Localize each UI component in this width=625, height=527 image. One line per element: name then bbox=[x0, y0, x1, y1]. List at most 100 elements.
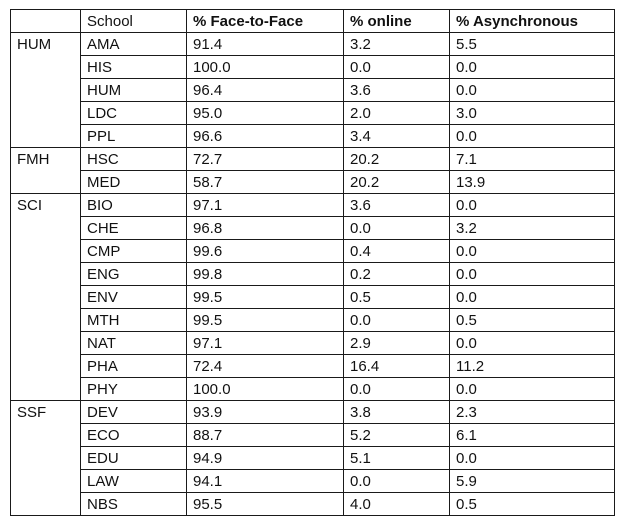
header-online: % online bbox=[343, 9, 450, 33]
faculty-cell bbox=[10, 331, 81, 355]
faculty-cell bbox=[10, 262, 81, 286]
school-cell: HSC bbox=[80, 147, 187, 171]
faculty-cell bbox=[10, 354, 81, 378]
face-to-face-cell: 58.7 bbox=[186, 170, 344, 194]
asynchronous-cell: 0.5 bbox=[449, 308, 615, 332]
faculty-cell bbox=[10, 308, 81, 332]
asynchronous-cell: 0.0 bbox=[449, 262, 615, 286]
school-cell: PPL bbox=[80, 124, 187, 148]
table-container: School % Face-to-Face % online % Asynchr… bbox=[10, 9, 615, 516]
school-cell: CMP bbox=[80, 239, 187, 263]
asynchronous-cell: 0.0 bbox=[449, 446, 615, 470]
asynchronous-cell: 5.5 bbox=[449, 32, 615, 56]
asynchronous-cell: 0.0 bbox=[449, 78, 615, 102]
online-cell: 5.1 bbox=[343, 446, 450, 470]
faculty-cell: SCI bbox=[10, 193, 81, 217]
asynchronous-cell: 7.1 bbox=[449, 147, 615, 171]
faculty-cell bbox=[10, 170, 81, 194]
asynchronous-cell: 0.0 bbox=[449, 239, 615, 263]
face-to-face-cell: 93.9 bbox=[186, 400, 344, 424]
faculty-cell bbox=[10, 55, 81, 79]
table-row: LAW 94.1 0.0 5.9 bbox=[10, 469, 615, 493]
asynchronous-cell: 5.9 bbox=[449, 469, 615, 493]
face-to-face-cell: 88.7 bbox=[186, 423, 344, 447]
header-faculty bbox=[10, 9, 81, 33]
table-row: FMH HSC 72.7 20.2 7.1 bbox=[10, 147, 615, 171]
table-row: HUM AMA 91.4 3.2 5.5 bbox=[10, 32, 615, 56]
faculty-cell bbox=[10, 446, 81, 470]
faculty-cell bbox=[10, 101, 81, 125]
table-row: SCI BIO 97.1 3.6 0.0 bbox=[10, 193, 615, 217]
asynchronous-cell: 0.0 bbox=[449, 285, 615, 309]
online-cell: 16.4 bbox=[343, 354, 450, 378]
school-cell: LDC bbox=[80, 101, 187, 125]
school-cell: AMA bbox=[80, 32, 187, 56]
header-school: School bbox=[80, 9, 187, 33]
table-row: PPL 96.6 3.4 0.0 bbox=[10, 124, 615, 148]
face-to-face-cell: 99.5 bbox=[186, 285, 344, 309]
school-cell: MED bbox=[80, 170, 187, 194]
online-cell: 0.0 bbox=[343, 55, 450, 79]
faculty-cell bbox=[10, 124, 81, 148]
school-cell: ECO bbox=[80, 423, 187, 447]
face-to-face-cell: 99.6 bbox=[186, 239, 344, 263]
table-row: HIS 100.0 0.0 0.0 bbox=[10, 55, 615, 79]
header-face-to-face: % Face-to-Face bbox=[186, 9, 344, 33]
online-cell: 0.0 bbox=[343, 216, 450, 240]
header-row: School % Face-to-Face % online % Asynchr… bbox=[10, 9, 615, 33]
asynchronous-cell: 0.0 bbox=[449, 331, 615, 355]
school-cell: PHA bbox=[80, 354, 187, 378]
asynchronous-cell: 0.0 bbox=[449, 193, 615, 217]
school-cell: NBS bbox=[80, 492, 187, 516]
faculty-cell: FMH bbox=[10, 147, 81, 171]
table-row: ECO 88.7 5.2 6.1 bbox=[10, 423, 615, 447]
face-to-face-cell: 95.0 bbox=[186, 101, 344, 125]
asynchronous-cell: 2.3 bbox=[449, 400, 615, 424]
face-to-face-cell: 94.9 bbox=[186, 446, 344, 470]
table-row: EDU 94.9 5.1 0.0 bbox=[10, 446, 615, 470]
faculty-cell bbox=[10, 285, 81, 309]
school-cell: ENV bbox=[80, 285, 187, 309]
face-to-face-cell: 99.5 bbox=[186, 308, 344, 332]
face-to-face-cell: 72.4 bbox=[186, 354, 344, 378]
face-to-face-cell: 91.4 bbox=[186, 32, 344, 56]
face-to-face-cell: 95.5 bbox=[186, 492, 344, 516]
asynchronous-cell: 13.9 bbox=[449, 170, 615, 194]
online-cell: 3.8 bbox=[343, 400, 450, 424]
asynchronous-cell: 0.0 bbox=[449, 377, 615, 401]
asynchronous-cell: 6.1 bbox=[449, 423, 615, 447]
table-row: NBS 95.5 4.0 0.5 bbox=[10, 492, 615, 516]
online-cell: 0.4 bbox=[343, 239, 450, 263]
table-row: LDC 95.0 2.0 3.0 bbox=[10, 101, 615, 125]
table-row: HUM 96.4 3.6 0.0 bbox=[10, 78, 615, 102]
asynchronous-cell: 3.0 bbox=[449, 101, 615, 125]
asynchronous-cell: 0.0 bbox=[449, 55, 615, 79]
online-cell: 5.2 bbox=[343, 423, 450, 447]
online-cell: 2.0 bbox=[343, 101, 450, 125]
school-cell: LAW bbox=[80, 469, 187, 493]
school-cell: EDU bbox=[80, 446, 187, 470]
faculty-cell bbox=[10, 492, 81, 516]
school-cell: NAT bbox=[80, 331, 187, 355]
face-to-face-cell: 96.6 bbox=[186, 124, 344, 148]
face-to-face-cell: 99.8 bbox=[186, 262, 344, 286]
face-to-face-cell: 96.8 bbox=[186, 216, 344, 240]
table-row: PHY 100.0 0.0 0.0 bbox=[10, 377, 615, 401]
online-cell: 0.2 bbox=[343, 262, 450, 286]
faculty-cell bbox=[10, 469, 81, 493]
table-row: SSF DEV 93.9 3.8 2.3 bbox=[10, 400, 615, 424]
teaching-mode-table: School % Face-to-Face % online % Asynchr… bbox=[10, 9, 615, 516]
table-row: CHE 96.8 0.0 3.2 bbox=[10, 216, 615, 240]
faculty-cell: HUM bbox=[10, 32, 81, 56]
header-asynchronous: % Asynchronous bbox=[449, 9, 615, 33]
online-cell: 0.0 bbox=[343, 377, 450, 401]
school-cell: DEV bbox=[80, 400, 187, 424]
table-row: ENG 99.8 0.2 0.0 bbox=[10, 262, 615, 286]
face-to-face-cell: 100.0 bbox=[186, 55, 344, 79]
face-to-face-cell: 72.7 bbox=[186, 147, 344, 171]
online-cell: 3.4 bbox=[343, 124, 450, 148]
table-row: CMP 99.6 0.4 0.0 bbox=[10, 239, 615, 263]
face-to-face-cell: 100.0 bbox=[186, 377, 344, 401]
faculty-cell bbox=[10, 377, 81, 401]
face-to-face-cell: 94.1 bbox=[186, 469, 344, 493]
